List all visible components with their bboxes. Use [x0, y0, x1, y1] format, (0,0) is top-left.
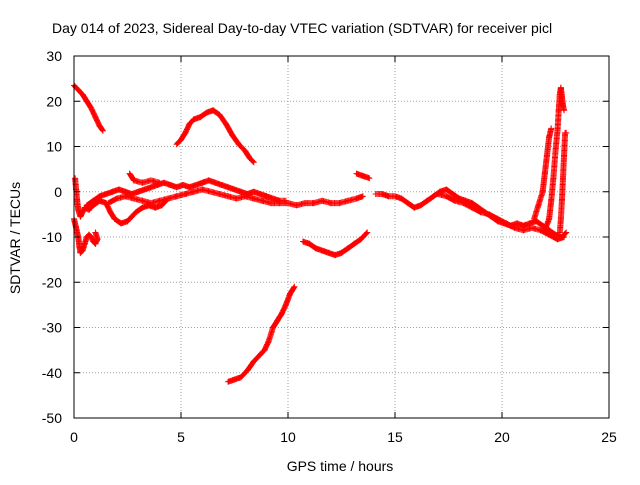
- series-seg-2: [173, 107, 257, 166]
- data-point-run: [554, 107, 562, 132]
- series-seg-4: [300, 229, 371, 259]
- y-tick-label: -50: [42, 410, 62, 426]
- y-axis-label: SDTVAR / TECUs: [7, 182, 23, 294]
- x-tick-label: 25: [601, 429, 617, 445]
- data-point-run: [148, 177, 163, 186]
- tick-layer: 0 5 10 15 20 25 -50 -40 -30 -20 -10 0 10 20 30: [42, 48, 617, 445]
- data-point-run: [539, 170, 548, 195]
- data-point-run: [287, 283, 298, 297]
- grid-layer: [74, 56, 609, 418]
- x-tick-label: 10: [280, 429, 296, 445]
- data-point-run: [353, 193, 366, 202]
- x-tick-label: 20: [494, 429, 510, 445]
- y-tick-label: 10: [46, 139, 62, 155]
- data-point-run: [246, 154, 257, 166]
- y-tick-label: -20: [42, 274, 62, 290]
- y-tick-label: -30: [42, 320, 62, 336]
- series-seg-9: [126, 170, 163, 186]
- series-seg-15: [556, 129, 570, 236]
- series-seg-10: [353, 170, 373, 182]
- data-point-run: [229, 132, 242, 148]
- data-point-run: [554, 234, 568, 243]
- data-point-run: [550, 148, 559, 182]
- data-point-run: [546, 125, 555, 141]
- data-point-run: [96, 123, 106, 134]
- series-seg-14: [541, 84, 568, 234]
- data-point-run: [562, 129, 570, 136]
- data-point-run: [548, 175, 557, 204]
- x-tick-label: 15: [387, 429, 403, 445]
- series-seg-5: [71, 215, 101, 256]
- data-layer: [71, 82, 570, 385]
- data-point-run: [541, 152, 550, 177]
- data-point-run: [359, 172, 373, 182]
- y-tick-label: 20: [46, 93, 62, 109]
- series-seg-7: [83, 177, 289, 209]
- series-seg-3: [225, 283, 298, 385]
- data-point-run: [560, 102, 568, 114]
- y-tick-label: -10: [42, 229, 62, 245]
- x-axis-label: GPS time / hours: [287, 458, 394, 474]
- data-point-run: [222, 120, 236, 139]
- x-tick-label: 5: [177, 429, 185, 445]
- data-point-run: [560, 152, 568, 182]
- series-seg-12: [434, 191, 568, 243]
- chart-title: Day 014 of 2023, Sidereal Day-to-day VTE…: [52, 20, 552, 36]
- x-tick-label: 0: [70, 429, 78, 445]
- data-point-run: [546, 197, 555, 222]
- data-point-run: [92, 229, 101, 243]
- data-point-run: [244, 358, 257, 374]
- y-tick-label: -40: [42, 365, 62, 381]
- data-point-run: [558, 175, 566, 204]
- data-point-run: [216, 111, 229, 127]
- series-seg-13: [531, 125, 555, 222]
- series-seg-1: [71, 82, 106, 134]
- y-tick-label: 30: [46, 48, 62, 64]
- y-tick-label: 0: [54, 184, 62, 200]
- data-point-run: [357, 229, 371, 243]
- series-seg-8: [105, 186, 366, 209]
